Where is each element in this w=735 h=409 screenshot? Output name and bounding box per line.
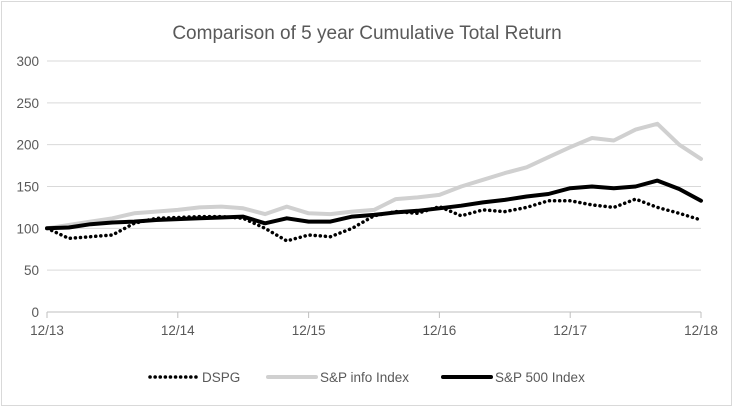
y-tick-label: 150	[16, 180, 39, 195]
y-tick-label: 250	[16, 96, 39, 111]
x-tick-label: 12/13	[30, 323, 64, 338]
x-tick-label: 12/14	[161, 323, 195, 338]
series-line-s-p-500-index	[45, 178, 703, 231]
series-line-s-p-info-index	[45, 121, 703, 231]
series-lines	[45, 121, 703, 243]
y-tick-label: 100	[16, 221, 39, 236]
y-tick-label: 200	[16, 138, 39, 153]
chart-title: Comparison of 5 year Cumulative Total Re…	[172, 23, 561, 44]
legend-label: S&P 500 Index	[495, 370, 585, 385]
x-tick-label: 12/18	[684, 323, 718, 338]
legend-label: DSPG	[202, 370, 240, 385]
x-tick-label: 12/16	[423, 323, 457, 338]
y-tick-label: 300	[16, 54, 39, 69]
grid	[47, 60, 701, 271]
axes: 0 50 100 150 200 250 300 12/13 12/14 12/15 12/16 12…	[16, 54, 717, 338]
legend: DSPG S&P info Index S&P 500 Index	[148, 370, 585, 385]
y-tick-label: 50	[24, 263, 39, 278]
x-tick-label: 12/15	[292, 323, 326, 338]
y-tick-label: 0	[31, 305, 39, 320]
x-tick-label: 12/17	[553, 323, 587, 338]
legend-label: S&P info Index	[320, 370, 409, 385]
